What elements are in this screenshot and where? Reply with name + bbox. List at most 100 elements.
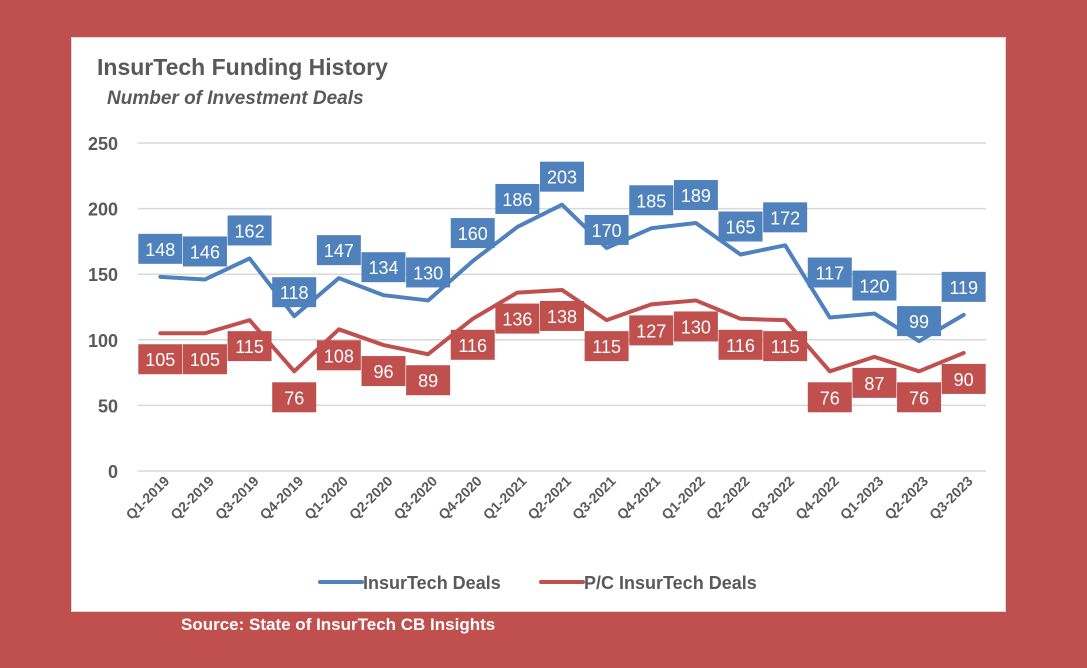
x-tick-label: Q3-2020 [390,473,440,523]
y-tick-label: 150 [88,265,118,285]
data-label-text: 118 [280,283,309,303]
data-label-text: 76 [909,388,929,408]
x-tick-label: Q1-2023 [837,473,887,523]
data-label-text: 162 [235,221,265,241]
data-label: 119 [941,271,986,302]
data-label-text: 172 [770,208,800,228]
data-label-box [718,329,763,360]
data-label-box [495,303,540,334]
data-label-text: 147 [324,241,354,261]
data-label: 186 [495,183,540,214]
data-label: 120 [852,270,897,301]
data-label-box [807,382,852,413]
data-label: 87 [852,367,897,398]
data-label-text: 105 [190,350,220,370]
data-label-text: 117 [815,263,844,283]
data-label-text: 148 [145,240,175,260]
x-tick-label: Q2-2019 [167,473,217,523]
data-label-box [629,315,674,346]
data-label-box [450,329,495,360]
data-label: 108 [316,340,361,371]
data-label-text: 189 [681,186,711,206]
data-label-box [182,344,227,375]
data-label-box [361,356,406,387]
data-label-text: 99 [909,312,929,332]
data-label: 134 [361,252,406,283]
data-label-box [495,183,540,214]
data-label: 118 [272,277,317,308]
data-label: 130 [406,257,451,288]
data-label: 203 [540,161,584,192]
data-label-box [272,277,317,308]
data-labels: 148 146 162 118 147 134 130 160 186 203 170 185 189 1… [138,161,986,413]
data-label: 189 [673,180,718,211]
data-label: 146 [182,236,227,267]
x-tick-label: Q4-2021 [614,473,664,523]
data-label-box [182,236,227,267]
data-label-text: 120 [859,277,889,297]
x-tick-label: Q3-2019 [212,473,262,523]
data-label: 115 [227,331,272,362]
data-label: 127 [629,315,674,346]
data-label-text: 138 [547,307,577,327]
data-label-text: 115 [592,337,621,357]
data-label-box [227,331,272,362]
data-label: 162 [227,215,272,246]
data-label-text: 115 [235,337,264,357]
y-tick-label: 250 [88,134,118,154]
data-label-box [540,300,584,331]
data-label: 90 [941,363,986,394]
data-label-text: 116 [726,336,755,356]
data-label-text: 130 [681,317,711,337]
data-label: 130 [673,311,718,342]
data-label-text: 185 [636,191,666,211]
x-tick-label: Q3-2022 [747,473,797,523]
data-label-box [852,367,897,398]
data-label-text: 170 [592,221,622,241]
data-label: 105 [138,344,183,375]
source-note: Source: State of InsurTech CB Insights [181,615,496,634]
data-label-text: 127 [636,321,666,341]
data-label-box [540,161,584,192]
x-tick-label: Q1-2019 [123,473,173,523]
data-label-box [138,344,183,375]
data-label-box [361,252,406,283]
y-tick-label: 50 [98,396,118,416]
data-label: 105 [182,344,227,375]
legend-label: P/C InsurTech Deals [584,573,757,593]
data-label: 115 [584,331,629,362]
data-label-box [807,257,852,288]
data-label-box [941,271,986,302]
data-label-text: 160 [458,224,488,244]
legend: InsurTech Deals P/C InsurTech Deals [318,573,757,593]
data-label-box [763,331,808,362]
data-label-text: 89 [418,371,438,391]
data-label-box [584,331,629,362]
data-label-text: 105 [145,350,175,370]
data-label-box [584,214,629,245]
data-label-text: 134 [368,258,398,278]
data-label: 116 [718,329,763,360]
data-label-text: 165 [726,218,756,238]
x-tick-label: Q1-2021 [480,473,530,523]
series-line-pc-insurtech [158,287,966,374]
data-label: 170 [584,214,629,245]
data-label-box [897,382,942,413]
data-label-text: 186 [502,190,532,210]
data-label-box [673,180,718,211]
data-label-box [316,235,361,266]
legend-item: InsurTech Deals [318,573,501,593]
data-label: 96 [361,356,406,387]
chart-subtitle: Number of Investment Deals [107,88,364,109]
data-label: 185 [629,185,674,216]
data-label-text: 116 [458,336,487,356]
x-tick-label: Q1-2020 [301,473,351,523]
data-label: 160 [450,218,495,249]
data-label-text: 115 [771,337,800,357]
x-tick-label: Q4-2019 [256,473,306,523]
x-tick-label: Q2-2023 [881,473,931,523]
data-label-box [718,211,763,242]
series-line-insurtech [158,202,966,344]
data-label: 116 [450,329,495,360]
